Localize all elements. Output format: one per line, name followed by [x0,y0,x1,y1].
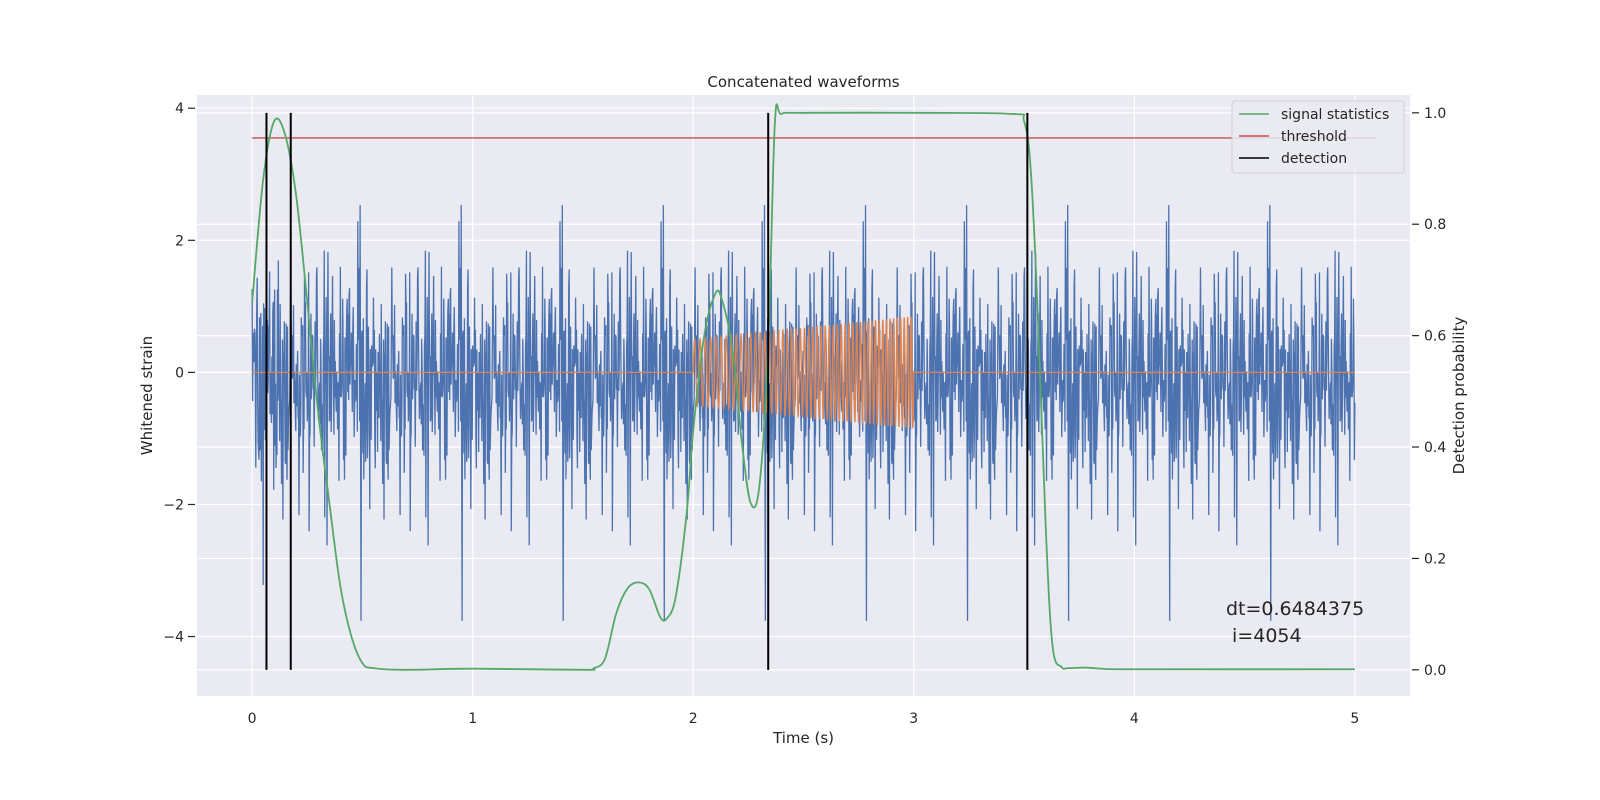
detection-series [265,112,1029,670]
y-axis-left: −4 −2 0 2 4 [163,101,195,646]
x-axis-label: Time (s) [772,729,834,747]
x-tick-label-2: 2 [689,711,698,727]
y-right-tick-label-3: 0.6 [1424,329,1446,345]
y-axis-left-label: Whitened strain [138,336,156,455]
noise-series [251,205,1356,621]
annotation-index: i=4054 [1226,625,1302,647]
y-left-tick-label-3: 2 [175,233,184,249]
y-right-tick-label-4: 0.8 [1424,217,1446,233]
y-right-tick-label-1: 0.2 [1424,551,1446,567]
waveform-line [252,316,1355,429]
signal-statistics-series [251,103,1355,671]
y-left-tick-label-1: −2 [163,497,184,513]
x-tick-label-3: 3 [909,711,918,727]
annotation-dt: dt=0.6484375 [1226,598,1364,620]
legend: signal statistics threshold detection [1231,100,1405,174]
legend-label-threshold: threshold [1281,129,1347,145]
x-axis: 0 1 2 3 4 5 [248,711,1360,727]
y-axis-right-label: Detection probability [1450,317,1468,475]
y-left-tick-label-0: −4 [163,630,184,646]
signal-statistics-line [251,103,1355,671]
y-right-tick-label-0: 0.0 [1424,663,1446,679]
y-right-tick-label-5: 1.0 [1424,106,1446,122]
x-tick-label-5: 5 [1350,711,1359,727]
legend-box [1231,100,1405,174]
x-tick-label-4: 4 [1130,711,1139,727]
x-tick-label-1: 1 [468,711,477,727]
legend-label-detection: detection [1281,151,1347,167]
waveform-series [252,316,1355,429]
noise-line [251,205,1356,621]
x-tick-label-0: 0 [248,711,257,727]
y-left-tick-label-4: 4 [175,101,184,117]
legend-label-signal-statistics: signal statistics [1281,107,1389,123]
chart-title: Concatenated waveforms [707,73,899,91]
y-right-tick-label-2: 0.4 [1424,440,1446,456]
y-left-tick-label-2: 0 [175,365,184,381]
y-axis-right: 0.0 0.2 0.4 0.6 0.8 1.0 [1412,106,1446,679]
